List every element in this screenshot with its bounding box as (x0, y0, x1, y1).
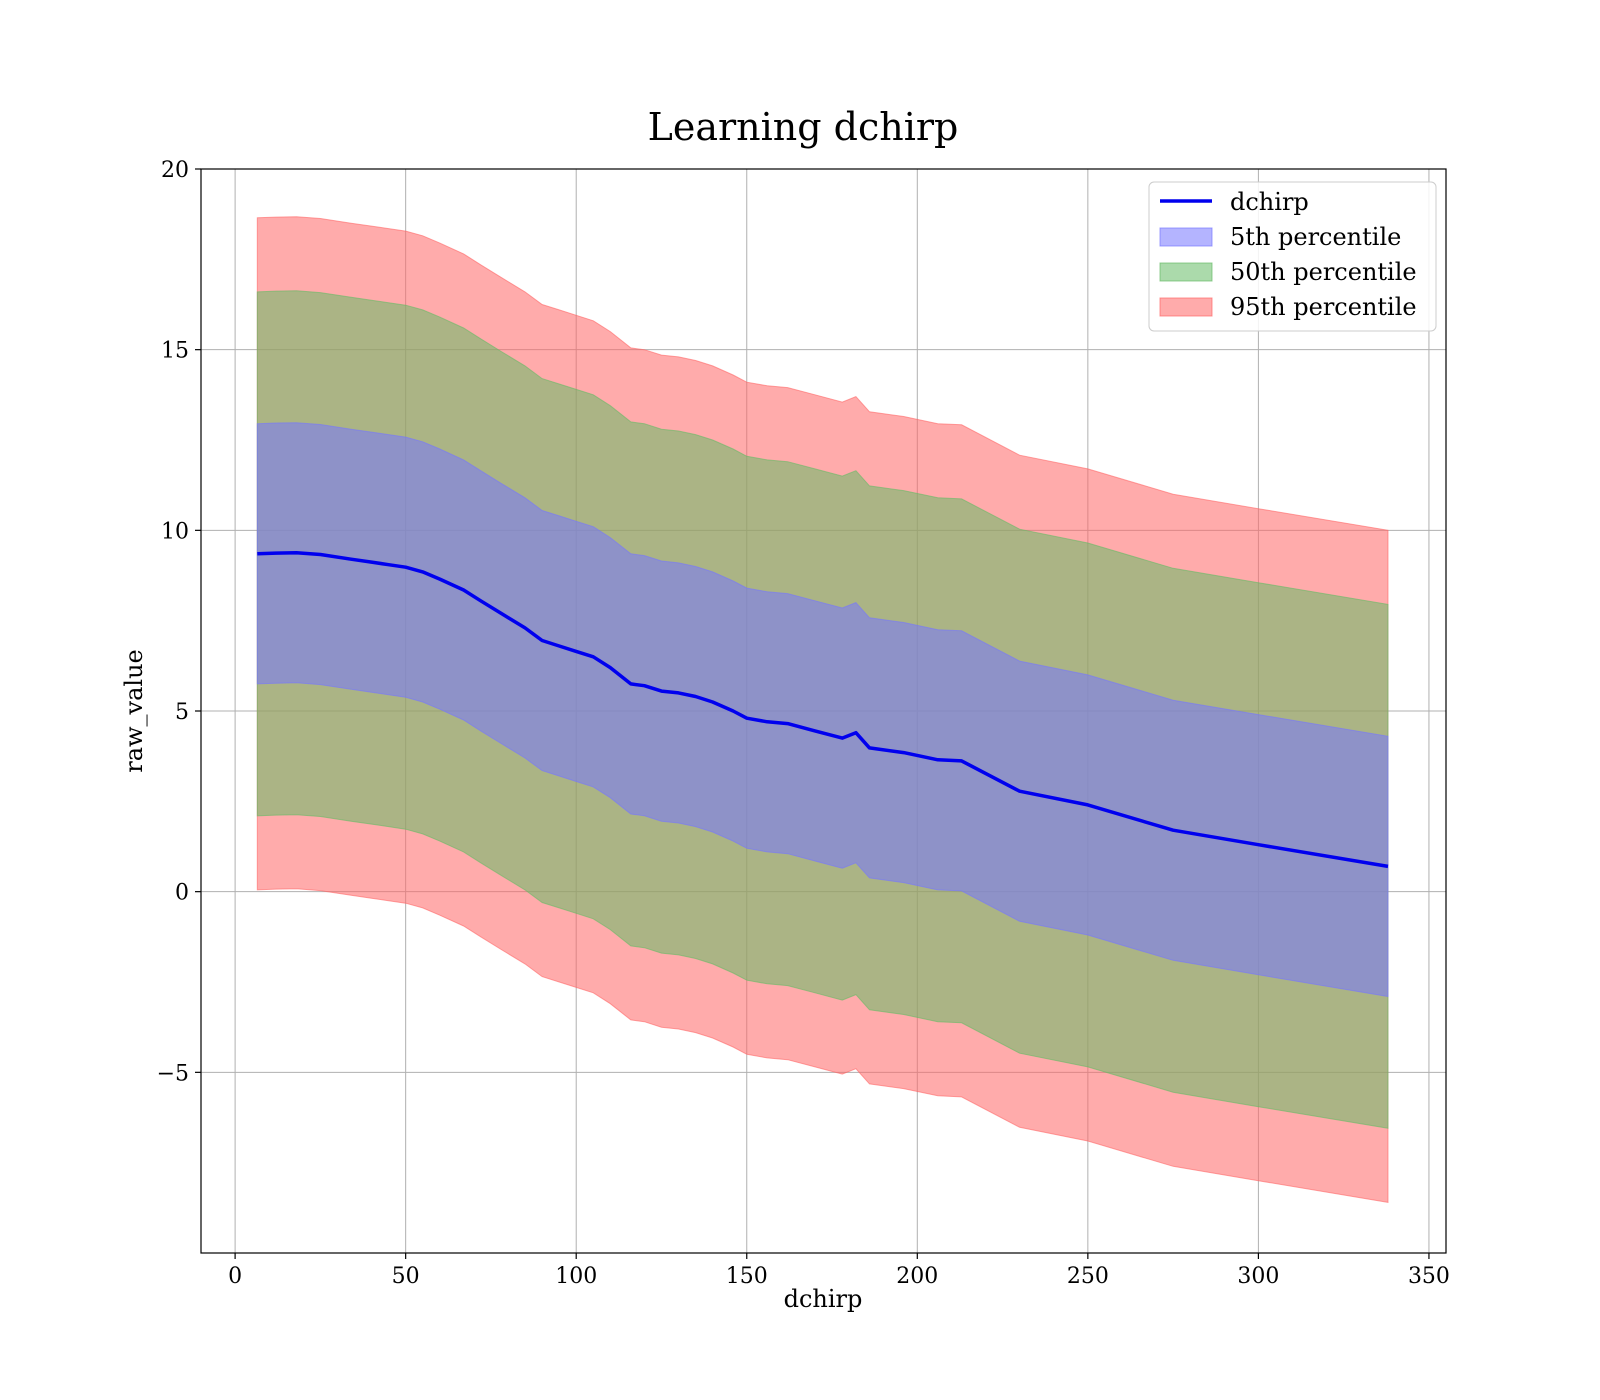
y-tick-label-10: 10 (161, 519, 189, 544)
x-tick-label-150: 150 (726, 1264, 768, 1289)
x-tick-label-50: 50 (392, 1264, 420, 1289)
y-tick-label-20: 20 (161, 158, 189, 183)
legend-box (1148, 181, 1437, 332)
chart-title: Learning dchirp (648, 105, 959, 149)
legend-swatch-95th-percentile (1159, 297, 1213, 317)
x-tick-label-250: 250 (1067, 1264, 1109, 1289)
x-axis-ticks: 0 50 100 150 200 250 300 350 (228, 1253, 1450, 1289)
y-tick-label-5: 5 (175, 700, 189, 725)
x-tick-label-350: 350 (1408, 1264, 1450, 1289)
y-axis-label: raw_value (120, 649, 148, 773)
legend-label-5th-percentile: 5th percentile (1230, 223, 1401, 251)
percentile-bands (256, 216, 1389, 1203)
y-tick-label-0: 0 (175, 881, 189, 906)
legend-label-dchirp: dchirp (1230, 188, 1309, 216)
legend-label-95th-percentile: 95th percentile (1230, 293, 1417, 321)
x-tick-label-100: 100 (555, 1264, 597, 1289)
legend: dchirp 5th percentile 50th percentile 95… (1148, 181, 1437, 332)
series-line-layer (257, 550, 1389, 869)
x-tick-label-300: 300 (1237, 1264, 1279, 1289)
x-tick-label-0: 0 (228, 1264, 242, 1289)
x-axis-label: dchirp (784, 1285, 863, 1313)
legend-swatch-5th-percentile (1159, 227, 1213, 247)
y-tick-label--5: −5 (157, 1061, 189, 1086)
y-tick-label-15: 15 (161, 339, 189, 364)
legend-swatch-50th-percentile (1159, 262, 1213, 282)
x-tick-label-200: 200 (896, 1264, 938, 1289)
legend-label-50th-percentile: 50th percentile (1230, 258, 1417, 286)
band-5th-percentile (256, 422, 1389, 998)
y-axis-ticks: 20 15 10 5 0 −5 (157, 158, 201, 1086)
series-line-dchirp (257, 550, 1389, 869)
